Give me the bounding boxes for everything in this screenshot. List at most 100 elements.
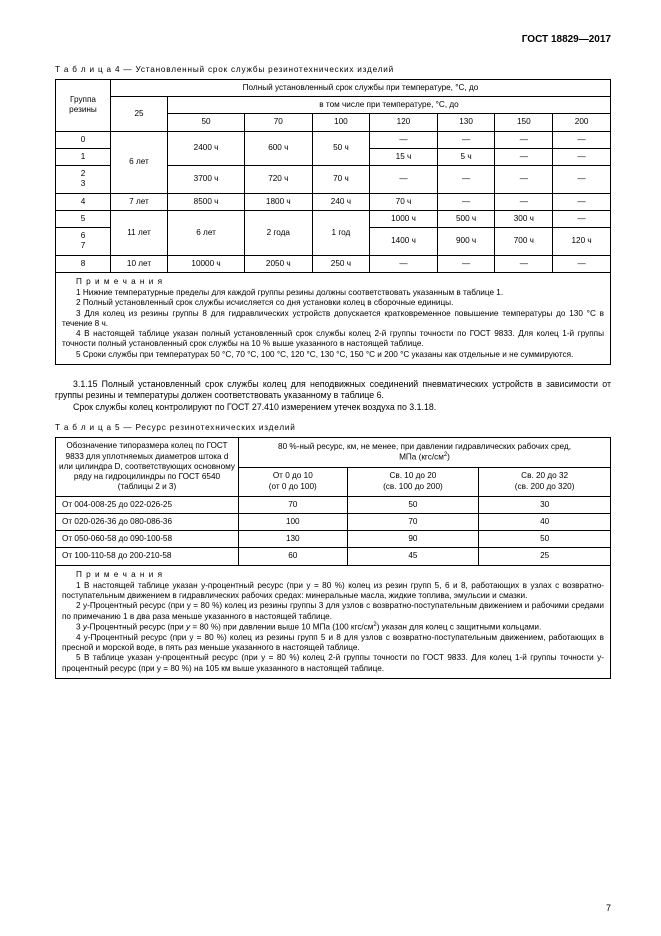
r1c7: — <box>553 148 611 165</box>
table5-notes: П р и м е ч а н и я 1 В настоящей таблиц… <box>55 566 611 679</box>
g8: 8 <box>56 255 111 272</box>
col-70: 70 <box>245 114 312 131</box>
r4c3: 240 ч <box>312 193 370 210</box>
col-130: 130 <box>437 114 495 131</box>
r2c3: 70 ч <box>312 166 370 194</box>
t4-note3: 3 Для колец из резины группы 8 для гидра… <box>62 309 604 330</box>
t5r4c2: 45 <box>347 548 479 565</box>
col-200: 200 <box>553 114 611 131</box>
col-50: 50 <box>168 114 245 131</box>
r8c6: — <box>495 255 553 272</box>
r1c5: 5 ч <box>437 148 495 165</box>
g67: 6 7 <box>56 228 111 256</box>
t5-notes-title: П р и м е ч а н и я <box>76 570 604 580</box>
table5: Обозначение типоразмера колец по ГОСТ 98… <box>55 437 611 565</box>
g4: 4 <box>56 193 111 210</box>
c25-4: 7 лет <box>111 193 168 210</box>
t5r1-label: От 004-008-25 до 022-026-25 <box>56 496 239 513</box>
t5-note3: 3 у-Процентный ресурс (при у = 80 %) при… <box>62 622 604 633</box>
t5r4c1: 60 <box>239 548 348 565</box>
r5c6: 300 ч <box>495 210 553 227</box>
g1: 1 <box>56 148 111 165</box>
t5r4-label: От 100-110-58 до 200-210-58 <box>56 548 239 565</box>
r8c7: — <box>553 255 611 272</box>
g0: 0 <box>56 131 111 148</box>
table4: Группа резины Полный установленный срок … <box>55 79 611 273</box>
t5r2c3: 40 <box>479 513 611 530</box>
t5r2c2: 70 <box>347 513 479 530</box>
r6c7: 120 ч <box>553 228 611 256</box>
notes-title: П р и м е ч а н и я <box>76 277 604 287</box>
t5r3c2: 90 <box>347 531 479 548</box>
r1c6: — <box>495 148 553 165</box>
r0c5: — <box>437 131 495 148</box>
r0c1: 2400 ч <box>168 131 245 166</box>
sub-header: в том числе при температуре, °С, до <box>168 97 611 114</box>
r2c5: — <box>437 166 495 194</box>
r0c2: 600 ч <box>245 131 312 166</box>
c25-8: 10 лет <box>111 255 168 272</box>
r5c5: 500 ч <box>437 210 495 227</box>
t5-note5: 5 В таблице указан у-процентный ресурс (… <box>62 653 604 674</box>
r8c5: — <box>437 255 495 272</box>
t5r1c2: 50 <box>347 496 479 513</box>
g5: 5 <box>56 210 111 227</box>
para-3115b: Срок службы колец контролируют по ГОСТ 2… <box>55 402 611 413</box>
r8c3: 250 ч <box>312 255 370 272</box>
t5-range3: Св. 20 до 32(св. 200 до 320) <box>479 467 611 496</box>
r2c2: 720 ч <box>245 166 312 194</box>
t5-note4: 4 у-Процентный ресурс (при у = 80 %) кол… <box>62 633 604 654</box>
doc-id: ГОСТ 18829—2017 <box>55 34 611 47</box>
t5-note1: 1 В настоящей таблице указан у-процентны… <box>62 581 604 602</box>
c25-5: 11 лет <box>111 210 168 255</box>
t5r3c3: 50 <box>479 531 611 548</box>
r4c5: — <box>437 193 495 210</box>
t5r3c1: 130 <box>239 531 348 548</box>
t5-note2: 2 у-Процентный ресурс (при у = 80 %) кол… <box>62 601 604 622</box>
r4c2: 1800 ч <box>245 193 312 210</box>
c25-0: 6 лет <box>111 131 168 193</box>
r5c1: 6 лет <box>168 210 245 255</box>
r2c6: — <box>495 166 553 194</box>
r0c6: — <box>495 131 553 148</box>
r2c1: 3700 ч <box>168 166 245 194</box>
t5r1c1: 70 <box>239 496 348 513</box>
r5c7: — <box>553 210 611 227</box>
t5r2c1: 100 <box>239 513 348 530</box>
t5-col1-header: Обозначение типоразмера колец по ГОСТ 98… <box>56 438 239 496</box>
r4c1: 8500 ч <box>168 193 245 210</box>
r5c3: 1 год <box>312 210 370 255</box>
r2c4: — <box>370 166 437 194</box>
group-header: Группа резины <box>56 79 111 131</box>
r8c1: 10000 ч <box>168 255 245 272</box>
col-100: 100 <box>312 114 370 131</box>
t5r2-label: От 020-026-36 до 080-086-36 <box>56 513 239 530</box>
t5-top-header: 80 %-ный ресурс, км, не менее, при давле… <box>239 438 611 468</box>
page-number: 7 <box>606 903 611 914</box>
table4-notes: П р и м е ч а н и я 1 Нижние температурн… <box>55 273 611 365</box>
r6c6: 700 ч <box>495 228 553 256</box>
t4-note1: 1 Нижние температурные пределы для каждо… <box>62 288 604 298</box>
table4-caption: Т а б л и ц а 4 — Установленный срок слу… <box>55 65 611 75</box>
t5-range2: Св. 10 до 20(св. 100 до 200) <box>347 467 479 496</box>
t5r1c3: 30 <box>479 496 611 513</box>
r4c6: — <box>495 193 553 210</box>
t5-range1: От 0 до 10(от 0 до 100) <box>239 467 348 496</box>
r5c2: 2 года <box>245 210 312 255</box>
r4c4: 70 ч <box>370 193 437 210</box>
col-120: 120 <box>370 114 437 131</box>
page: ГОСТ 18829—2017 Т а б л и ц а 4 — Устано… <box>0 0 661 936</box>
r6c5: 900 ч <box>437 228 495 256</box>
r1c4: 15 ч <box>370 148 437 165</box>
col-150: 150 <box>495 114 553 131</box>
g23: 2 3 <box>56 166 111 194</box>
table4-header: Полный установленный срок службы при тем… <box>111 79 611 96</box>
r0c3: 50 ч <box>312 131 370 166</box>
r5c4: 1000 ч <box>370 210 437 227</box>
para-3115: 3.1.15 Полный установленный срок службы … <box>55 379 611 402</box>
r0c4: — <box>370 131 437 148</box>
t5r3-label: От 050-060-58 до 090-100-58 <box>56 531 239 548</box>
r8c4: — <box>370 255 437 272</box>
t5r4c3: 25 <box>479 548 611 565</box>
r2c7: — <box>553 166 611 194</box>
